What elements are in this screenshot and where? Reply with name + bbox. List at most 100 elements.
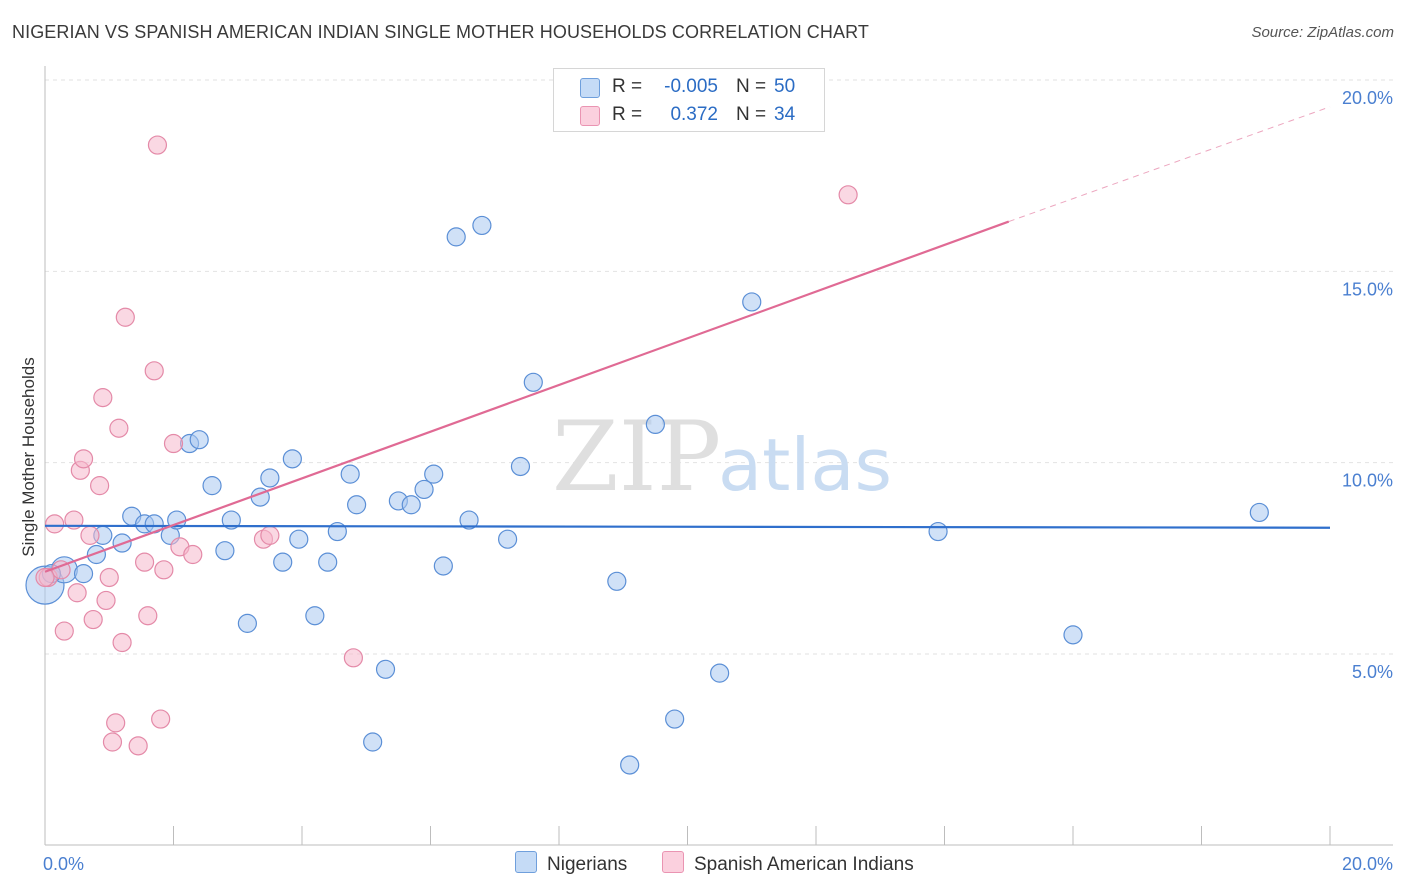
spanish-american-indian-point	[128, 736, 148, 756]
bottom-legend-spanish-american-indians: Spanish American Indians	[662, 851, 914, 876]
nigerians-trend-line	[44, 524, 1331, 529]
x-tick-label: 0.0%	[43, 854, 84, 874]
spanish-american-indian-point	[112, 632, 132, 653]
chart-title: NIGERIAN VS SPANISH AMERICAN INDIAN SING…	[12, 22, 869, 42]
spanish-american-indian-point	[96, 590, 116, 611]
nigerian-point	[86, 544, 107, 565]
spanish-american-indian-point	[106, 713, 126, 733]
legend-r-label: R =	[612, 76, 643, 97]
spanish-american-indian-point	[93, 388, 113, 408]
spanish-american-indian-point	[83, 609, 103, 630]
nigerian-point	[215, 541, 235, 561]
spanish-american-indian-point	[144, 361, 164, 381]
legend-n-label: N =	[736, 104, 767, 125]
nigerian-point	[363, 732, 383, 752]
spanish-american-indian-point	[147, 135, 168, 155]
nigerian-point	[1249, 502, 1269, 523]
data-points	[25, 135, 1269, 775]
spanish-american-indians-trend-line	[44, 220, 1010, 573]
nigerian-point	[523, 372, 543, 392]
nigerian-point	[498, 529, 518, 549]
spanish-american-indian-point	[35, 567, 55, 588]
nigerian-point	[459, 510, 479, 530]
watermark-zip: ZIP	[552, 401, 721, 513]
watermark: ZIP atlas	[552, 401, 892, 513]
spanish-american-indian-point	[54, 621, 74, 641]
y-tick-label: 15.0%	[1342, 279, 1393, 299]
watermark-atlas: atlas	[718, 423, 892, 507]
nigerian-point	[414, 479, 434, 500]
nigerian-point	[260, 468, 280, 488]
nigerian-point	[318, 552, 338, 572]
legend-swatch-nigerians	[580, 78, 600, 98]
spanish-american-indian-point	[138, 606, 158, 626]
nigerian-point	[742, 292, 762, 312]
nigerian-point	[645, 414, 665, 434]
nigerian-point	[1063, 625, 1083, 645]
nigerian-point	[446, 227, 466, 247]
y-tick-label: 5.0%	[1352, 662, 1393, 682]
x-tick-label: 20.0%	[1342, 854, 1393, 874]
spanish-american-indian-point	[343, 648, 363, 668]
nigerian-point	[472, 215, 492, 236]
nigerian-point	[424, 464, 444, 484]
spanish-american-indian-point	[838, 185, 858, 205]
y-tick-label: 20.0%	[1342, 88, 1393, 108]
nigerian-point	[73, 564, 94, 584]
spanish-american-indian-point	[80, 525, 100, 545]
nigerian-point	[202, 476, 222, 496]
spanish-american-indian-point	[90, 476, 110, 496]
nigerian-point	[401, 495, 421, 515]
spanish-american-indian-point	[115, 307, 135, 327]
spanish-american-indian-point	[154, 560, 174, 580]
bottom-legend-label-nigerians: Nigerians	[547, 854, 628, 875]
spanish-american-indian-point	[99, 567, 119, 588]
nigerian-point	[189, 430, 209, 450]
nigerian-point	[607, 571, 627, 591]
nigerian-point	[221, 510, 241, 530]
spanish-american-indian-point	[260, 525, 280, 545]
source-label: Source: ZipAtlas.com	[1251, 24, 1394, 41]
spanish-american-indian-point	[73, 449, 94, 469]
correlation-legend: R = -0.005 N = 50 R = 0.372 N = 34	[553, 68, 825, 132]
nigerian-point	[710, 663, 730, 683]
bottom-legend-label-spanish-american-indians: Spanish American Indians	[694, 854, 914, 875]
bottom-legend-nigerians: Nigerians	[515, 851, 627, 876]
spanish-american-indians-trend-extension	[1008, 106, 1331, 223]
spanish-american-indian-point	[109, 418, 129, 438]
nigerian-point	[620, 755, 640, 775]
y-axis-title: Single Mother Households	[19, 357, 38, 556]
nigerian-point	[282, 449, 302, 469]
legend-r-label: R =	[612, 104, 643, 125]
y-tick-label: 10.0%	[1342, 471, 1393, 491]
nigerian-point	[289, 529, 309, 549]
legend-n-label: N =	[736, 76, 767, 97]
nigerian-point	[928, 521, 948, 542]
bottom-legend-swatch-spanish-american-indians	[662, 851, 684, 873]
spanish-american-indian-point	[183, 544, 203, 565]
trend-lines	[44, 106, 1331, 573]
axes	[44, 66, 1393, 846]
nigerian-point	[665, 709, 685, 729]
bottom-legend-swatch-nigerians	[515, 851, 537, 873]
spanish-american-indian-point	[102, 732, 123, 752]
legend-n-value: 50	[774, 76, 796, 97]
nigerian-point	[305, 606, 325, 626]
spanish-american-indian-point	[151, 709, 171, 729]
legend-n-value: 34	[774, 104, 796, 125]
nigerian-point	[340, 464, 360, 484]
nigerian-point	[237, 613, 257, 633]
spanish-american-indian-point	[163, 433, 184, 454]
legend-r-value: 0.372	[670, 104, 718, 125]
nigerian-point	[347, 495, 367, 515]
nigerian-point	[433, 556, 453, 576]
spanish-american-indian-point	[64, 510, 84, 530]
legend-swatch-spanish-american-indians	[580, 106, 600, 126]
spanish-american-indian-point	[67, 583, 87, 603]
nigerian-point	[510, 456, 531, 477]
nigerian-point	[375, 659, 396, 679]
tick-labels: 5.0% 10.0% 15.0% 20.0% 0.0% 20.0% Single Mothe…	[19, 88, 1393, 874]
nigerian-point	[273, 552, 293, 572]
gridlines	[45, 79, 1393, 655]
